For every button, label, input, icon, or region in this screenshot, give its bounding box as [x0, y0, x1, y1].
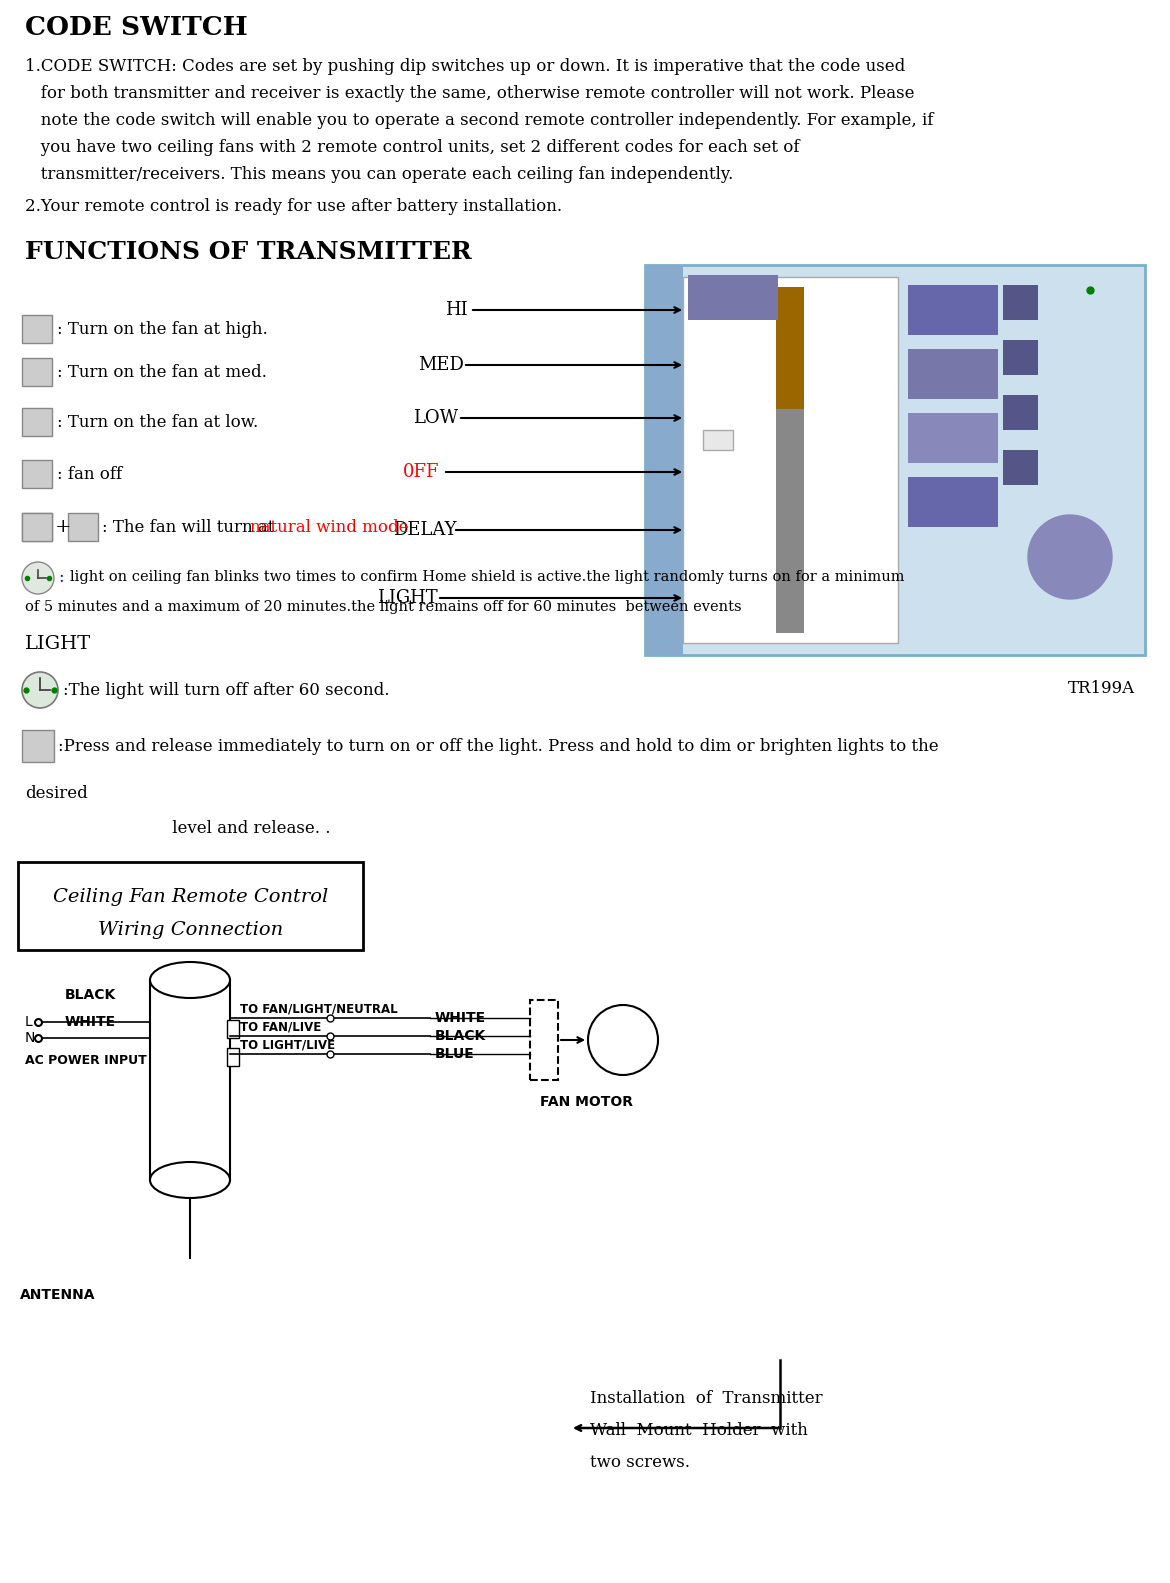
Text: two screws.: two screws. [590, 1455, 690, 1471]
Bar [22, 408, 51, 435]
Text: 2.Your remote control is ready for use after battery installation.: 2.Your remote control is ready for use a… [25, 198, 562, 215]
Text: TO FAN/LIVE: TO FAN/LIVE [240, 1019, 322, 1034]
Ellipse shape [150, 962, 230, 997]
Text: L: L [25, 1015, 33, 1029]
Bar [150, 980, 230, 1179]
Bar [1003, 396, 1038, 431]
Text: BLACK: BLACK [66, 988, 116, 1002]
Text: Ceiling Fan Remote Control: Ceiling Fan Remote Control [53, 888, 328, 905]
Text: BLACK: BLACK [435, 1029, 487, 1043]
Text: for both transmitter and receiver is exactly the same, otherwise remote controll: for both transmitter and receiver is exa… [25, 85, 915, 101]
Text: note the code switch will enable you to operate a second remote controller indep: note the code switch will enable you to … [25, 112, 934, 128]
Text: HI: HI [445, 301, 468, 320]
Text: level and release. .: level and release. . [125, 820, 330, 837]
Text: light on ceiling fan blinks two times to confirm Home shield is active.the light: light on ceiling fan blinks two times to… [70, 570, 904, 584]
Text: CODE SWITCH: CODE SWITCH [25, 14, 248, 40]
Bar [227, 1019, 239, 1038]
Text: :Press and release immediately to turn on or off the light. Press and hold to di: :Press and release immediately to turn o… [58, 738, 938, 755]
Bar [683, 277, 899, 643]
Text: 1.CODE SWITCH: Codes are set by pushing dip switches up or down. It is imperativ: 1.CODE SWITCH: Codes are set by pushing … [25, 59, 906, 74]
Bar [1003, 340, 1038, 375]
Circle shape [1028, 514, 1112, 598]
Text: : The fan will turn at: : The fan will turn at [102, 519, 280, 535]
Ellipse shape [150, 1162, 230, 1198]
Circle shape [22, 673, 58, 708]
Bar [18, 863, 363, 950]
Text: LOW: LOW [413, 408, 459, 427]
Bar [645, 264, 683, 655]
Circle shape [22, 562, 54, 594]
Text: +: + [55, 518, 71, 537]
Bar [22, 513, 51, 541]
Bar [776, 408, 804, 633]
Text: Wiring Connection: Wiring Connection [98, 921, 283, 939]
Bar [22, 461, 51, 488]
Text: transmitter/receivers. This means you can operate each ceiling fan independently: transmitter/receivers. This means you ca… [25, 166, 734, 184]
Bar [908, 413, 998, 462]
Text: WHITE: WHITE [66, 1015, 116, 1029]
Text: :: : [58, 568, 63, 586]
Text: LIGHT: LIGHT [377, 589, 438, 606]
Bar [22, 315, 51, 344]
Text: : Turn on the fan at med.: : Turn on the fan at med. [57, 364, 267, 380]
Bar [530, 1000, 558, 1080]
Text: FAN MOTOR: FAN MOTOR [541, 1095, 633, 1110]
Text: WHITE: WHITE [435, 1012, 486, 1026]
Text: Installation  of  Transmitter: Installation of Transmitter [590, 1390, 823, 1407]
Text: TO LIGHT/LIVE: TO LIGHT/LIVE [240, 1038, 335, 1051]
Text: BLUE: BLUE [435, 1046, 475, 1061]
Text: FUNCTIONS OF TRANSMITTER: FUNCTIONS OF TRANSMITTER [25, 241, 472, 264]
Bar [22, 358, 51, 386]
Text: : Turn on the fan at high.: : Turn on the fan at high. [57, 320, 268, 337]
Circle shape [589, 1005, 658, 1075]
Text: N: N [25, 1031, 35, 1045]
Text: you have two ceiling fans with 2 remote control units, set 2 different codes for: you have two ceiling fans with 2 remote … [25, 139, 799, 157]
Text: TO FAN/LIGHT/NEUTRAL: TO FAN/LIGHT/NEUTRAL [240, 1002, 398, 1015]
Bar [703, 431, 732, 450]
Bar [645, 264, 1145, 655]
Text: Wall  Mount  Holder  with: Wall Mount Holder with [590, 1422, 807, 1439]
Bar [68, 513, 98, 541]
Bar [227, 1048, 239, 1065]
Bar [1003, 285, 1038, 320]
Bar [688, 275, 778, 320]
Text: TR199A: TR199A [1068, 681, 1135, 697]
Bar [22, 513, 51, 541]
Text: : fan off: : fan off [57, 465, 122, 483]
Bar [1003, 450, 1038, 484]
Text: :The light will turn off after 60 second.: :The light will turn off after 60 second… [63, 682, 390, 698]
Text: LIGHT: LIGHT [25, 635, 91, 654]
Text: 0FF: 0FF [402, 462, 440, 481]
Text: of 5 minutes and a maximum of 20 minutes.the light remains off for 60 minutes  b: of 5 minutes and a maximum of 20 minutes… [25, 600, 742, 614]
Text: DELAY: DELAY [393, 521, 456, 538]
Bar [908, 476, 998, 527]
Bar [22, 730, 54, 761]
Text: ANTENNA: ANTENNA [20, 1289, 96, 1301]
Bar [776, 287, 804, 408]
Text: AC POWER INPUT: AC POWER INPUT [25, 1054, 146, 1067]
Text: : Turn on the fan at low.: : Turn on the fan at low. [57, 413, 259, 431]
Bar [908, 285, 998, 336]
Bar [908, 348, 998, 399]
Text: natural wind mode: natural wind mode [250, 519, 408, 535]
Text: MED: MED [418, 356, 463, 374]
Text: desired: desired [25, 785, 88, 803]
